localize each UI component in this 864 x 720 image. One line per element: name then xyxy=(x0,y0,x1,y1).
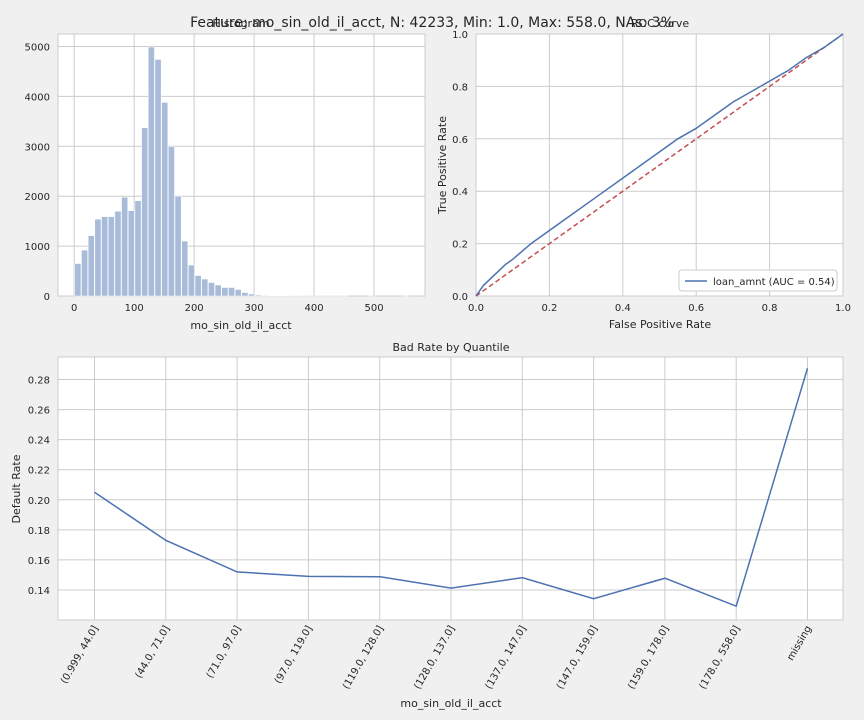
histogram-y-tick-label: 0 xyxy=(44,292,50,303)
bad-rate-y-tick-label: 0.24 xyxy=(28,436,50,447)
roc-x-tick-label: 0.6 xyxy=(688,303,704,314)
histogram-bar xyxy=(234,289,242,297)
bad-rate-x-tick-label: missing xyxy=(785,624,814,663)
roc-legend: loan_amnt (AUC = 0.54) xyxy=(678,269,838,292)
roc-legend-box xyxy=(678,269,838,292)
bad-rate-ylabel: Default Rate xyxy=(10,454,23,523)
histogram-x-tick-label: 300 xyxy=(245,303,264,314)
bad-rate-y-tick-label: 0.26 xyxy=(28,406,50,417)
bad-rate-x-tick-label: (128.0, 137.0] xyxy=(412,624,457,691)
histogram-bar xyxy=(214,284,222,297)
histogram-y-tick-label: 3000 xyxy=(25,142,50,153)
bad-rate-x-tick-label: (0.999, 44.0] xyxy=(59,624,101,686)
bad-rate-title: Bad Rate by Quantile xyxy=(392,341,509,354)
roc-x-tick-label: 0.4 xyxy=(615,303,631,314)
roc-curve-line xyxy=(475,33,844,297)
histogram-bar xyxy=(121,196,128,297)
roc-legend-label: loan_amnt (AUC = 0.54) xyxy=(713,277,835,288)
bad-rate-x-tick-label: (159.0, 178.0] xyxy=(626,624,671,691)
bad-rate-y-tick-label: 0.20 xyxy=(28,496,50,507)
figure-suptitle: Feature: mo_sin_old_il_acct, N: 42233, M… xyxy=(190,15,674,31)
histogram-bar xyxy=(127,210,135,297)
roc-x-tick-label: 0.2 xyxy=(541,303,557,314)
histogram-title: Histogram xyxy=(212,17,269,30)
histogram-bar xyxy=(148,46,155,297)
roc-title: ROC curve xyxy=(631,17,690,30)
roc-xlabel: False Positive Rate xyxy=(609,318,711,331)
histogram-bar xyxy=(154,59,162,297)
histogram-bar xyxy=(81,249,88,297)
histogram-x-tick-label: 500 xyxy=(364,303,383,314)
histogram-x-tick-label: 0 xyxy=(71,303,77,314)
histogram-bar xyxy=(101,216,108,297)
histogram-bar xyxy=(94,218,102,297)
histogram-bar xyxy=(188,264,195,297)
roc-y-tick-label: 0.6 xyxy=(452,135,468,146)
histogram-bar xyxy=(107,216,115,297)
histogram-bar xyxy=(221,287,229,297)
histogram-bar xyxy=(201,278,209,297)
roc-chance-line xyxy=(475,33,844,297)
roc-x-tick-label: 0.0 xyxy=(468,303,484,314)
histogram-bar xyxy=(261,295,269,297)
bad-rate-y-tick-label: 0.14 xyxy=(28,586,50,597)
roc-y-tick-label: 0.8 xyxy=(452,82,468,93)
roc-x-tick-label: 1.0 xyxy=(835,303,851,314)
histogram-bar xyxy=(87,235,95,297)
histogram-bar xyxy=(161,102,169,297)
histogram-bar xyxy=(74,263,82,297)
histogram-bar xyxy=(114,210,122,297)
histogram-y-tick-label: 2000 xyxy=(25,192,50,203)
histogram-bar xyxy=(208,282,215,297)
histogram-bar xyxy=(174,195,182,297)
histogram-y-tick-label: 4000 xyxy=(25,92,50,103)
bad-rate-line xyxy=(94,368,809,608)
histogram-bar xyxy=(181,240,189,297)
roc-ylabel: True Positive Rate xyxy=(436,116,449,215)
roc-x-tick-label: 0.8 xyxy=(762,303,778,314)
roc-y-tick-label: 0.0 xyxy=(452,292,468,303)
histogram-bar xyxy=(254,294,262,297)
roc-y-tick-label: 1.0 xyxy=(452,30,468,41)
bad-rate-x-tick-label: (147.0, 159.0] xyxy=(555,624,600,691)
bad-rate-x-tick-label: (137.0, 147.0] xyxy=(484,624,529,691)
histogram-bar xyxy=(241,292,249,297)
bad-rate-x-tick-label: (71.0, 97.0] xyxy=(205,624,244,680)
bad-rate-x-tick-label: (44.0, 71.0] xyxy=(134,624,173,680)
bad-rate-x-tick-label: (97.0, 119.0] xyxy=(273,624,315,686)
roc-y-tick-label: 0.4 xyxy=(452,187,468,198)
histogram-y-tick-label: 5000 xyxy=(25,42,50,53)
bad-rate-x-tick-label: (178.0, 558.0] xyxy=(698,624,743,691)
histogram-bar xyxy=(194,275,202,297)
bad-rate-y-tick-label: 0.22 xyxy=(28,466,50,477)
bad-rate-y-tick-label: 0.28 xyxy=(28,376,50,387)
histogram-x-tick-label: 400 xyxy=(305,303,324,314)
histogram-x-tick-label: 200 xyxy=(185,303,204,314)
histogram-bar xyxy=(141,127,149,297)
bad-rate-xlabel: mo_sin_old_il_acct xyxy=(400,697,502,710)
histogram-bar xyxy=(248,293,255,297)
roc-panel: 0.0 0.2 0.4 0.6 0.8 1.0 0.0 0.2 0.4 0.6 0.8 1.0 ROC… xyxy=(436,17,851,331)
bad-rate-y-tick-label: 0.16 xyxy=(28,556,50,567)
histogram-y-tick-label: 1000 xyxy=(25,242,50,253)
bad-rate-y-tick-label: 0.18 xyxy=(28,526,50,537)
roc-y-tick-label: 0.2 xyxy=(452,240,468,251)
histogram-xlabel: mo_sin_old_il_acct xyxy=(190,319,292,332)
histogram-bar xyxy=(134,200,142,297)
bad-rate-panel: (0.999, 44.0] (44.0, 71.0] (71.0, 97.0] (97… xyxy=(10,341,844,710)
histogram-bar xyxy=(228,287,235,297)
histogram-x-tick-label: 100 xyxy=(125,303,144,314)
histogram-bar xyxy=(168,146,175,297)
bad-rate-x-tick-label: (119.0, 128.0] xyxy=(341,624,386,691)
